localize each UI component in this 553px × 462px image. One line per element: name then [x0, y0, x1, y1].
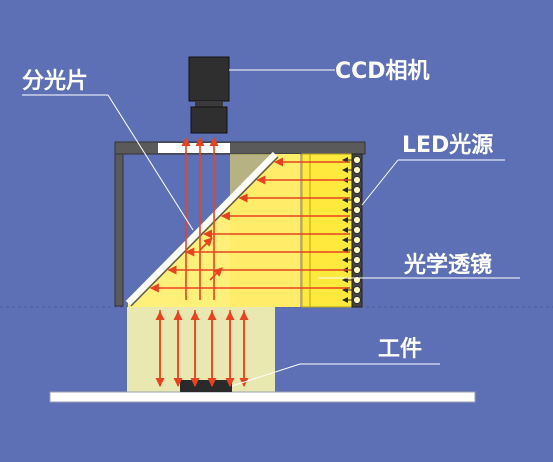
light-ray-arrow — [199, 237, 213, 251]
led-bulb-icon — [353, 196, 361, 204]
light-rays — [149, 137, 350, 387]
led-bulb-icon — [353, 246, 361, 254]
led-bulb-icon — [353, 186, 361, 194]
bracket-aperture — [158, 143, 230, 153]
leader-line-workpiece — [231, 363, 301, 387]
led-bulb-icon — [353, 266, 361, 274]
led-bulb-icon — [353, 286, 361, 294]
led-bulb-icon — [353, 296, 361, 304]
bracket-top-bar — [114, 141, 366, 155]
light-gradient-band — [230, 154, 302, 307]
illumination-beam — [127, 307, 275, 392]
bracket-left-leg — [114, 153, 124, 307]
workpiece-block — [180, 380, 232, 392]
led-bulb-icon — [353, 166, 361, 174]
led-bulb-icon — [353, 176, 361, 184]
label-ccd-camera: CCD相机 — [335, 59, 430, 84]
led-bulb-icon — [353, 156, 361, 164]
led-bulb-icon — [353, 256, 361, 264]
leader-line-splitter — [107, 94, 194, 231]
label-led-source: LED光源 — [402, 133, 493, 158]
led-bulb-icon — [353, 206, 361, 214]
leader-line-led — [361, 159, 399, 206]
ccd-camera-icon — [188, 56, 230, 134]
led-bulb-icon — [353, 216, 361, 224]
led-array-icon — [342, 153, 363, 308]
light-ray-arrow — [209, 267, 223, 281]
label-workpiece: 工件 — [378, 337, 422, 362]
base-plate — [49, 391, 476, 403]
led-bulb-icon — [353, 226, 361, 234]
label-optical-lens: 光学透镜 — [403, 252, 492, 278]
label-beam-splitter: 分光片 — [22, 69, 88, 94]
led-bulb-icon — [353, 236, 361, 244]
beam-splitter-plate — [125, 151, 278, 306]
